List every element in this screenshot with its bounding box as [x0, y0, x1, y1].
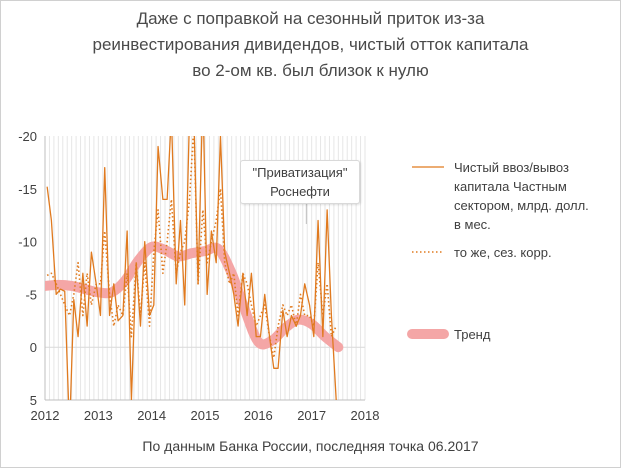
legend-label-series-2: то же, сез. корр.: [454, 243, 552, 262]
series-line-solid: [46, 136, 337, 400]
annotation-text: "Приватизация" Роснефти: [241, 163, 359, 201]
x-tick-label: 2012: [31, 408, 60, 423]
x-tick-label: 2018: [351, 408, 380, 423]
y-tick-label: 5: [30, 393, 37, 408]
y-tick-label: -15: [18, 182, 37, 197]
chart-title: Даже с поправкой на сезонный приток из-з…: [0, 6, 621, 84]
y-tick-label: -5: [25, 287, 37, 302]
legend-line: сектором, млрд. долл.: [454, 198, 589, 213]
annotation-line-1: "Приватизация": [252, 165, 348, 180]
title-line-2: реинвестирования дивидендов, чистый отто…: [92, 35, 529, 54]
legend-line: Тренд: [454, 327, 491, 342]
title-line-3: во 2-ом кв. был близок к нулю: [192, 61, 429, 80]
x-tick-label: 2016: [244, 408, 273, 423]
x-tick-label: 2017: [297, 408, 326, 423]
legend-line: то же, сез. корр.: [454, 245, 552, 260]
source-note: По данным Банка России, последняя точка …: [142, 438, 479, 454]
x-tick-label: 2013: [84, 408, 113, 423]
legend: [407, 166, 449, 339]
legend-label-trend: Тренд: [454, 325, 490, 344]
x-tick-label: 2015: [191, 408, 220, 423]
y-tick-label: 0: [30, 340, 37, 355]
y-tick-label: -10: [18, 235, 37, 250]
legend-line: капитала Частным: [454, 179, 567, 194]
y-tick-label: -20: [18, 129, 37, 144]
title-line-1: Даже с поправкой на сезонный приток из-з…: [136, 9, 485, 28]
x-tick-label: 2014: [137, 408, 166, 423]
series-line-dotted: [46, 136, 337, 359]
annotation-box: "Приватизация" Роснефти: [240, 160, 360, 204]
annotation-line-2: Роснефти: [270, 184, 330, 199]
legend-line: Чистый ввоз/вывоз: [454, 160, 569, 175]
legend-label-series-1: Чистый ввоз/вывоз капитала Частным секто…: [454, 158, 589, 234]
legend-line: в мес.: [454, 217, 491, 232]
